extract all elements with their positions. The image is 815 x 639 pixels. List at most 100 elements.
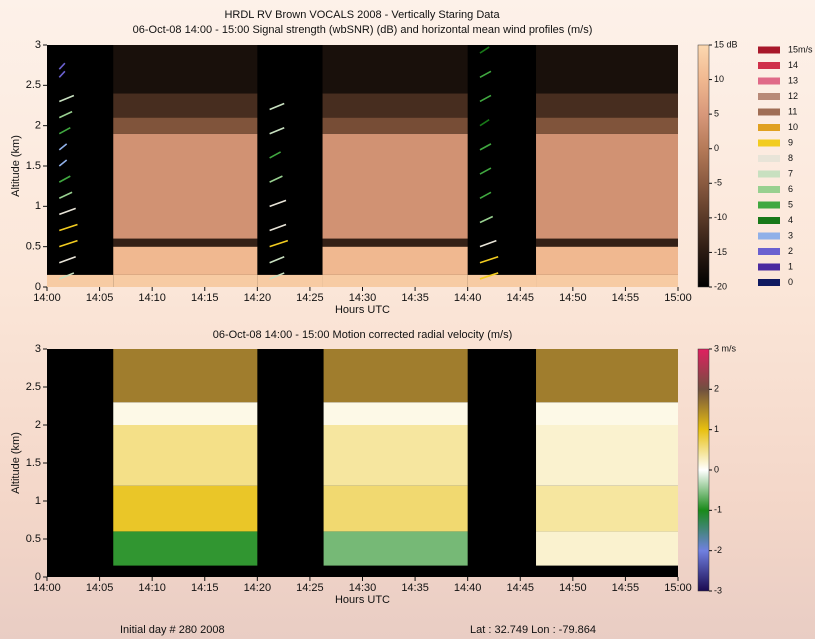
y-tick-label: 1.5 bbox=[26, 457, 41, 469]
colorbar bbox=[697, 348, 710, 592]
wind-legend-label: 9 bbox=[788, 137, 793, 147]
chart-title: 06-Oct-08 14:00 - 15:00 Signal strength … bbox=[133, 24, 593, 36]
x-tick-label: 15:00 bbox=[664, 292, 692, 304]
x-tick-label: 14:10 bbox=[138, 582, 166, 594]
heatmap-cell bbox=[322, 238, 468, 247]
x-tick-label: 14:20 bbox=[244, 292, 272, 304]
x-tick-label: 14:50 bbox=[559, 292, 587, 304]
wind-legend-swatch bbox=[758, 155, 780, 162]
wind-barb bbox=[479, 272, 499, 280]
heatmap-cell bbox=[536, 402, 678, 425]
wind-barb bbox=[58, 62, 66, 70]
colorbar-tick-label: 0 bbox=[714, 143, 719, 153]
y-tick-label: 2.5 bbox=[26, 381, 41, 393]
heatmap-cell bbox=[536, 485, 678, 532]
wind-legend-label: 14 bbox=[788, 60, 798, 70]
y-tick-label: 2 bbox=[35, 419, 41, 431]
heatmap-cell bbox=[113, 274, 258, 287]
wind-barb bbox=[58, 191, 73, 199]
x-tick-label: 14:30 bbox=[349, 292, 377, 304]
x-tick-label: 14:55 bbox=[612, 582, 640, 594]
main-title: HRDL RV Brown VOCALS 2008 - Vertically S… bbox=[224, 9, 500, 21]
x-tick-label: 14:40 bbox=[454, 582, 482, 594]
wind-barb bbox=[59, 223, 78, 232]
footer-right: Lat : 32.749 Lon : -79.864 bbox=[470, 624, 596, 636]
wind-barb bbox=[59, 256, 76, 264]
wind-barb bbox=[269, 199, 287, 208]
heatmap-cell bbox=[113, 402, 258, 425]
heatmap-cell bbox=[113, 531, 258, 566]
wind-legend-swatch bbox=[758, 217, 780, 224]
wind-legend-swatch bbox=[758, 279, 780, 286]
heatmap-cell bbox=[323, 425, 468, 486]
heatmap-cell bbox=[467, 274, 537, 287]
heatmap-cell bbox=[536, 93, 678, 118]
wind-legend-label: 2 bbox=[788, 246, 793, 256]
wind-legend-label: 7 bbox=[788, 168, 793, 178]
heatmap-cell bbox=[113, 485, 258, 532]
wind-barb bbox=[58, 159, 68, 167]
heatmap-cell bbox=[322, 133, 468, 239]
wind-barb bbox=[479, 256, 499, 264]
wind-legend-label: 10 bbox=[788, 122, 798, 132]
wind-barb bbox=[479, 167, 492, 175]
wind-legend-label: 4 bbox=[788, 215, 793, 225]
wind-barb bbox=[479, 143, 492, 151]
x-tick-label: 14:25 bbox=[296, 582, 324, 594]
wind-barb bbox=[269, 272, 285, 280]
wind-barb bbox=[58, 175, 71, 183]
heatmap-cell bbox=[113, 246, 258, 275]
wind-legend-swatch bbox=[758, 124, 780, 131]
wind-legend-label: 8 bbox=[788, 153, 793, 163]
x-tick-label: 14:10 bbox=[138, 292, 166, 304]
x-tick-label: 14:30 bbox=[349, 582, 377, 594]
colorbar-tick-label: 0 bbox=[714, 464, 719, 474]
x-tick-label: 14:45 bbox=[506, 292, 534, 304]
y-tick-label: 3 bbox=[35, 39, 41, 51]
wind-barb bbox=[269, 151, 282, 159]
wind-legend-swatch bbox=[758, 93, 780, 100]
x-tick-label: 14:15 bbox=[191, 292, 219, 304]
wind-barb bbox=[479, 239, 497, 248]
colorbar-tick-label: -5 bbox=[714, 178, 722, 188]
wind-barb bbox=[59, 207, 76, 216]
heatmap-cell bbox=[322, 274, 468, 287]
wind-barb bbox=[269, 175, 283, 183]
colorbar-tick-label: -20 bbox=[714, 281, 727, 291]
wind-legend-swatch bbox=[758, 263, 780, 271]
wind-barb bbox=[58, 70, 66, 78]
heatmap-cell bbox=[47, 274, 114, 287]
wind-barb bbox=[479, 70, 492, 78]
x-tick-label: 14:35 bbox=[401, 292, 429, 304]
heatmap-cell bbox=[322, 246, 468, 275]
wind-barb bbox=[269, 126, 285, 135]
wind-legend-label: 13 bbox=[788, 75, 798, 85]
y-tick-label: 1.5 bbox=[26, 160, 41, 172]
heatmap-cell bbox=[113, 238, 258, 247]
wind-legend-swatch bbox=[758, 77, 780, 85]
wind-legend-label: 6 bbox=[788, 184, 793, 194]
x-tick-label: 14:45 bbox=[506, 582, 534, 594]
wind-legend-swatch bbox=[758, 186, 780, 193]
colorbar-tick-label: 15 dB bbox=[714, 39, 738, 49]
heatmap-cell bbox=[257, 274, 323, 287]
wind-legend-swatch bbox=[758, 248, 780, 255]
heatmap-cell bbox=[536, 425, 678, 486]
wind-barb bbox=[58, 143, 68, 151]
heatmap-cell bbox=[113, 117, 258, 134]
x-axis-label: Hours UTC bbox=[335, 594, 390, 606]
x-tick-label: 14:40 bbox=[454, 292, 482, 304]
x-tick-label: 14:50 bbox=[559, 582, 587, 594]
heatmap-cell bbox=[536, 531, 678, 566]
colorbar-tick-label: 10 bbox=[714, 74, 724, 84]
y-tick-label: 3 bbox=[35, 343, 41, 355]
wind-barb bbox=[269, 256, 285, 264]
heatmap-cell bbox=[536, 238, 678, 247]
x-axis-label: Hours UTC bbox=[335, 304, 390, 316]
colorbar-tick-label: 5 bbox=[714, 109, 719, 119]
heatmap-cell bbox=[323, 531, 468, 566]
heatmap-cell bbox=[323, 402, 468, 425]
wind-barb bbox=[269, 223, 287, 232]
heatmap-cell bbox=[323, 485, 468, 532]
